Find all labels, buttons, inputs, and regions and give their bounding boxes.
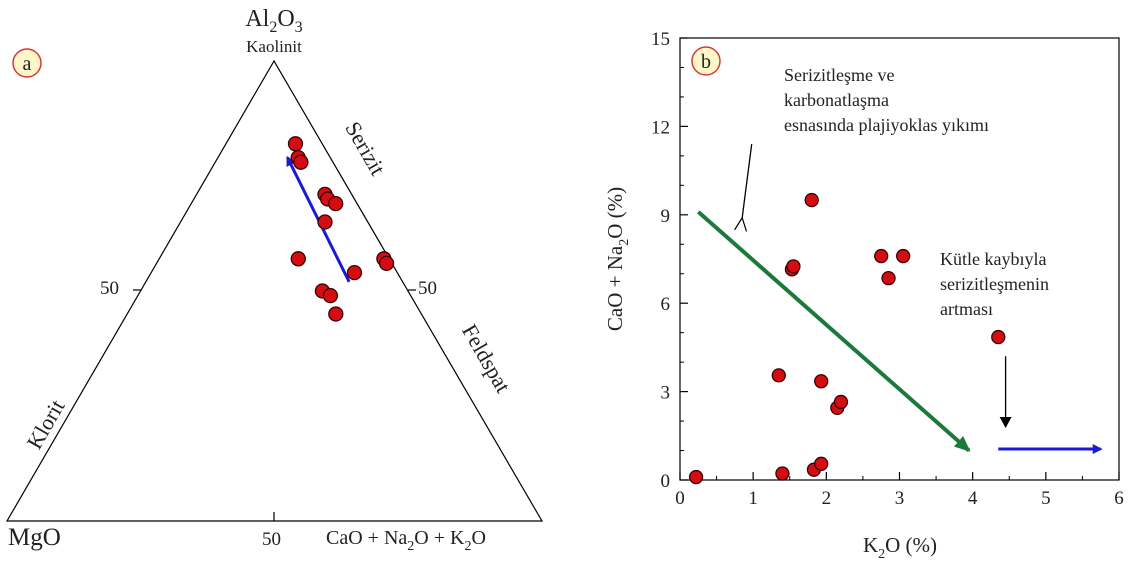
panel-b-label: b	[701, 51, 711, 73]
y-tick-label: 9	[661, 206, 671, 227]
left-tick-label: 50	[100, 278, 119, 299]
edge-label-feldspat: Feldspat	[457, 320, 516, 397]
scatter-point-12	[874, 248, 889, 264]
ternary-point-10	[290, 251, 306, 267]
y-axis-title: CaO + Na2O (%)	[603, 187, 632, 331]
scatter-point-4	[814, 456, 829, 471]
scatter-point-13	[896, 248, 911, 264]
y-tick-label: 6	[661, 294, 671, 315]
apex-top-sublabel: Kaolinit	[246, 37, 302, 56]
annotation-mass-loss: Kütle kaybıyla serizitleşmenin artması	[940, 249, 1053, 319]
ternary-point-7	[317, 214, 333, 230]
apex-left-label: MgO	[8, 524, 61, 551]
scatter-arrow-green	[696, 210, 971, 453]
scatter-point-2	[775, 466, 790, 481]
ternary-frame	[5, 59, 544, 522]
x-tick-label: 5	[1041, 488, 1051, 509]
x-tick-label: 0	[675, 488, 685, 509]
scatter-point-10	[786, 259, 801, 274]
scatter-point-11	[804, 192, 819, 208]
edge-label-serizit: Serizit	[340, 117, 390, 179]
ternary-point-14	[328, 306, 344, 322]
x-axis-title: K2O (%)	[863, 533, 937, 561]
y-tick-label: 0	[661, 471, 671, 492]
apex-right-label: CaO + Na2O + K2O	[326, 527, 486, 554]
y-tick-label: 12	[651, 117, 670, 138]
apex-top-label: Al2O3	[245, 6, 302, 36]
scatter-point-8	[833, 394, 849, 410]
edge-label-klorit: Klorit	[22, 395, 70, 453]
ternary-point-6	[328, 195, 344, 212]
ternary-point-9	[378, 255, 395, 272]
scatter-point-5	[771, 368, 786, 383]
x-tick-label: 4	[968, 488, 978, 509]
scatter-point-15	[991, 329, 1006, 345]
annotation-sericitization: Serizitleşme ve karbonatlaşma esnasında …	[784, 65, 989, 135]
right-tick-label: 50	[418, 278, 437, 299]
ternary-point-11	[346, 264, 363, 281]
x-tick-label: 6	[1114, 488, 1124, 509]
panel-a-badge	[12, 48, 42, 78]
y-tick-label: 3	[661, 383, 671, 404]
x-tick-label: 2	[822, 488, 832, 509]
ternary-diagram: a Al2O3 Kaolinit MgO CaO + Na2O + K2O 50…	[5, 6, 544, 554]
scatter-point-1	[688, 469, 704, 485]
ternary-point-13	[322, 287, 339, 304]
x-tick-label: 3	[895, 488, 905, 509]
scatter-point-14	[881, 271, 896, 286]
ternary-point-1	[287, 136, 304, 152]
ternary-point-3	[293, 154, 309, 170]
x-tick-label: 1	[748, 488, 758, 509]
panel-b-badge	[691, 46, 721, 76]
panel-a-label: a	[23, 53, 32, 75]
y-tick-label: 15	[651, 29, 670, 50]
scatter-arrow-black	[742, 143, 753, 218]
scatter-point-6	[814, 374, 829, 389]
bottom-tick-label: 50	[262, 529, 281, 550]
